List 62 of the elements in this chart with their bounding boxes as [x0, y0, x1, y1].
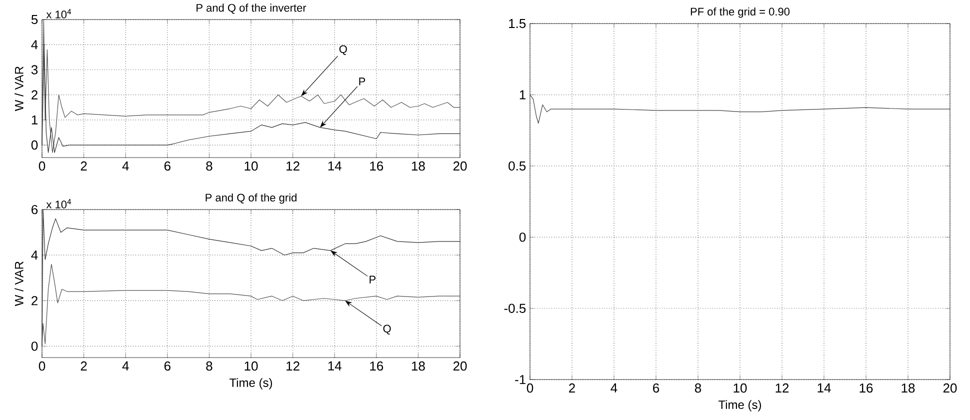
y-tick-label: 0	[31, 140, 38, 150]
x-tick-label: 6	[164, 162, 170, 171]
x-tick-label: 0	[38, 162, 46, 171]
x-tick-label: 4	[122, 362, 129, 371]
y-axis-title: W / VAR	[14, 262, 24, 306]
x-tick-label: 0	[526, 384, 534, 393]
y-tick-label: 0	[519, 232, 526, 242]
text: x 10$^{4}$	[46, 9, 72, 19]
x-tick-label: 0	[38, 362, 46, 371]
y-tick-label: 2	[32, 296, 38, 306]
x-tick-label: 18	[902, 384, 915, 393]
x-tick-label: 14	[328, 362, 342, 371]
x-tick-label: 18	[412, 362, 425, 371]
x-tick-label: 16	[860, 384, 873, 393]
x-tick-label: 20	[453, 362, 467, 371]
x-tick-label: 4	[610, 384, 618, 393]
y-tick-label: 5	[31, 15, 38, 24]
x-tick-label: 8	[206, 162, 212, 171]
x-tick-label: 14	[328, 162, 342, 171]
x-tick-label: 16	[370, 162, 384, 171]
annotation: Q	[339, 45, 347, 56]
text: x 10$^{4}$	[46, 199, 72, 209]
y-tick-label: 2	[32, 90, 38, 100]
x-axis-title: Time (s)	[718, 400, 762, 412]
y-tick-label: 6	[32, 205, 38, 214]
x-tick-label: 10	[734, 384, 747, 393]
x-tick-label: 12	[776, 384, 789, 393]
chart-title: PF of the grid = 0.90	[690, 8, 790, 18]
y-tick-label: 0.5	[508, 162, 526, 171]
x-tick-label: 20	[943, 384, 957, 393]
x-tick-label: 12	[286, 162, 300, 171]
y-tick-label: -1	[515, 375, 526, 384]
y-tick-label: 0	[31, 342, 38, 351]
y-tick-label: 1.5	[509, 19, 526, 28]
y-tick-label: 1	[32, 116, 38, 125]
x-tick-label: 2	[80, 162, 87, 171]
x-tick-label: 8	[694, 384, 702, 393]
chart-title: P and Q of the grid	[206, 194, 296, 204]
annotation: P	[359, 78, 366, 86]
x-tick-label: 20	[453, 162, 467, 171]
annotation: P	[370, 276, 376, 284]
x-axis-title: Time (s)	[230, 378, 272, 390]
x-tick-label: 10	[244, 362, 258, 371]
x-tick-label: 18	[412, 162, 425, 171]
annotation: Q	[383, 324, 391, 335]
y-tick-label: 4	[31, 40, 38, 50]
x-tick-label: 2	[569, 384, 575, 393]
y-axis-title: W / VAR	[14, 66, 24, 112]
x-tick-label: 16	[370, 362, 384, 371]
x-tick-label: 6	[653, 384, 660, 393]
y-tick-label: 4	[31, 250, 38, 260]
y-tick-label: 3	[31, 65, 38, 75]
x-tick-label: 8	[206, 362, 212, 371]
x-tick-label: 10	[244, 162, 258, 171]
x-tick-label: 2	[80, 362, 87, 371]
x-tick-label: 4	[122, 162, 129, 171]
x-tick-label: 14	[818, 384, 831, 393]
chart-title: P and Q of the inverter	[196, 4, 306, 14]
y-tick-label: -0.5	[504, 304, 526, 314]
y-tick-label: 1	[520, 90, 526, 100]
x-tick-label: 12	[286, 362, 300, 371]
x-tick-label: 6	[164, 362, 170, 371]
